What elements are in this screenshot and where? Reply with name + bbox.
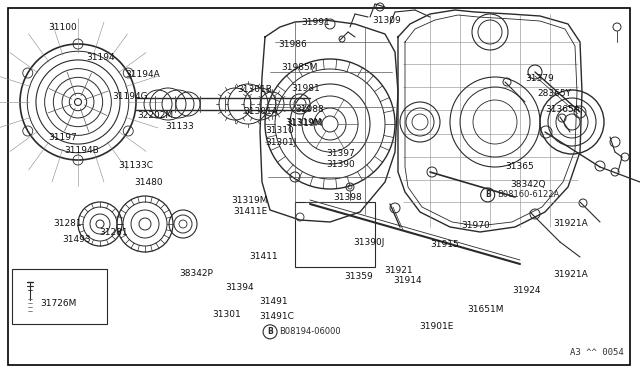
Text: 31651M: 31651M bbox=[467, 305, 504, 314]
Text: 31390J: 31390J bbox=[353, 238, 385, 247]
Text: 31726M: 31726M bbox=[40, 299, 77, 308]
Text: 31991: 31991 bbox=[301, 18, 330, 27]
Text: 31986: 31986 bbox=[278, 40, 307, 49]
Text: 31194B: 31194B bbox=[64, 146, 99, 155]
Text: 31921: 31921 bbox=[384, 266, 413, 275]
Text: B08194-06000: B08194-06000 bbox=[279, 327, 340, 336]
Text: 31194A: 31194A bbox=[125, 70, 159, 79]
Text: 31985M: 31985M bbox=[282, 63, 318, 72]
Text: 31301: 31301 bbox=[212, 310, 241, 319]
Text: 31924: 31924 bbox=[512, 286, 541, 295]
Text: 31319M: 31319M bbox=[287, 119, 323, 128]
Text: B: B bbox=[485, 190, 490, 199]
Text: 31365: 31365 bbox=[506, 162, 534, 171]
Text: 31914: 31914 bbox=[393, 276, 422, 285]
Bar bbox=[295, 202, 375, 267]
Text: 31988: 31988 bbox=[296, 105, 324, 114]
Text: 31281: 31281 bbox=[99, 228, 128, 237]
Text: 31194G: 31194G bbox=[112, 92, 148, 101]
Text: 31319M: 31319M bbox=[232, 196, 268, 205]
Text: 31915: 31915 bbox=[430, 240, 459, 249]
Text: 31981: 31981 bbox=[291, 84, 320, 93]
Text: 31379: 31379 bbox=[525, 74, 554, 83]
Text: 31493: 31493 bbox=[63, 235, 92, 244]
Text: 31194: 31194 bbox=[86, 53, 115, 62]
Text: 31390: 31390 bbox=[326, 160, 355, 169]
Text: 31921A: 31921A bbox=[554, 219, 588, 228]
Text: 31970: 31970 bbox=[461, 221, 490, 230]
Text: 31480: 31480 bbox=[134, 178, 163, 187]
Text: 31394: 31394 bbox=[225, 283, 254, 292]
Text: 31133C: 31133C bbox=[118, 161, 154, 170]
Text: 31397: 31397 bbox=[326, 149, 355, 158]
Text: 31100: 31100 bbox=[48, 23, 77, 32]
Text: 31197: 31197 bbox=[48, 133, 77, 142]
Text: 32202M: 32202M bbox=[138, 111, 173, 120]
Text: A3 ^^ 0054: A3 ^^ 0054 bbox=[570, 348, 624, 357]
Text: 31491C: 31491C bbox=[259, 312, 294, 321]
Text: 38342P: 38342P bbox=[179, 269, 213, 278]
Text: 31359: 31359 bbox=[344, 272, 373, 281]
Text: 31301A: 31301A bbox=[243, 107, 278, 116]
Bar bbox=[12, 269, 107, 324]
Text: 28365Y: 28365Y bbox=[538, 89, 572, 98]
Text: B: B bbox=[268, 327, 273, 336]
Text: B08160-6122A: B08160-6122A bbox=[497, 190, 559, 199]
Text: 31133: 31133 bbox=[165, 122, 194, 131]
Text: 31309: 31309 bbox=[372, 16, 401, 25]
Text: 38342Q: 38342Q bbox=[511, 180, 546, 189]
Text: 31365A: 31365A bbox=[545, 105, 580, 114]
Text: 31411E: 31411E bbox=[234, 207, 268, 216]
Text: 31310: 31310 bbox=[266, 126, 294, 135]
Text: 31301J: 31301J bbox=[266, 138, 297, 147]
Text: 31491: 31491 bbox=[259, 297, 288, 306]
Text: 31901E: 31901E bbox=[419, 322, 454, 331]
Text: 31301B: 31301B bbox=[237, 85, 271, 94]
Text: 31281: 31281 bbox=[53, 219, 82, 228]
Text: 31398: 31398 bbox=[333, 193, 362, 202]
Text: 31319M: 31319M bbox=[285, 118, 321, 126]
Text: 31411: 31411 bbox=[250, 252, 278, 261]
Text: 31921A: 31921A bbox=[554, 270, 588, 279]
